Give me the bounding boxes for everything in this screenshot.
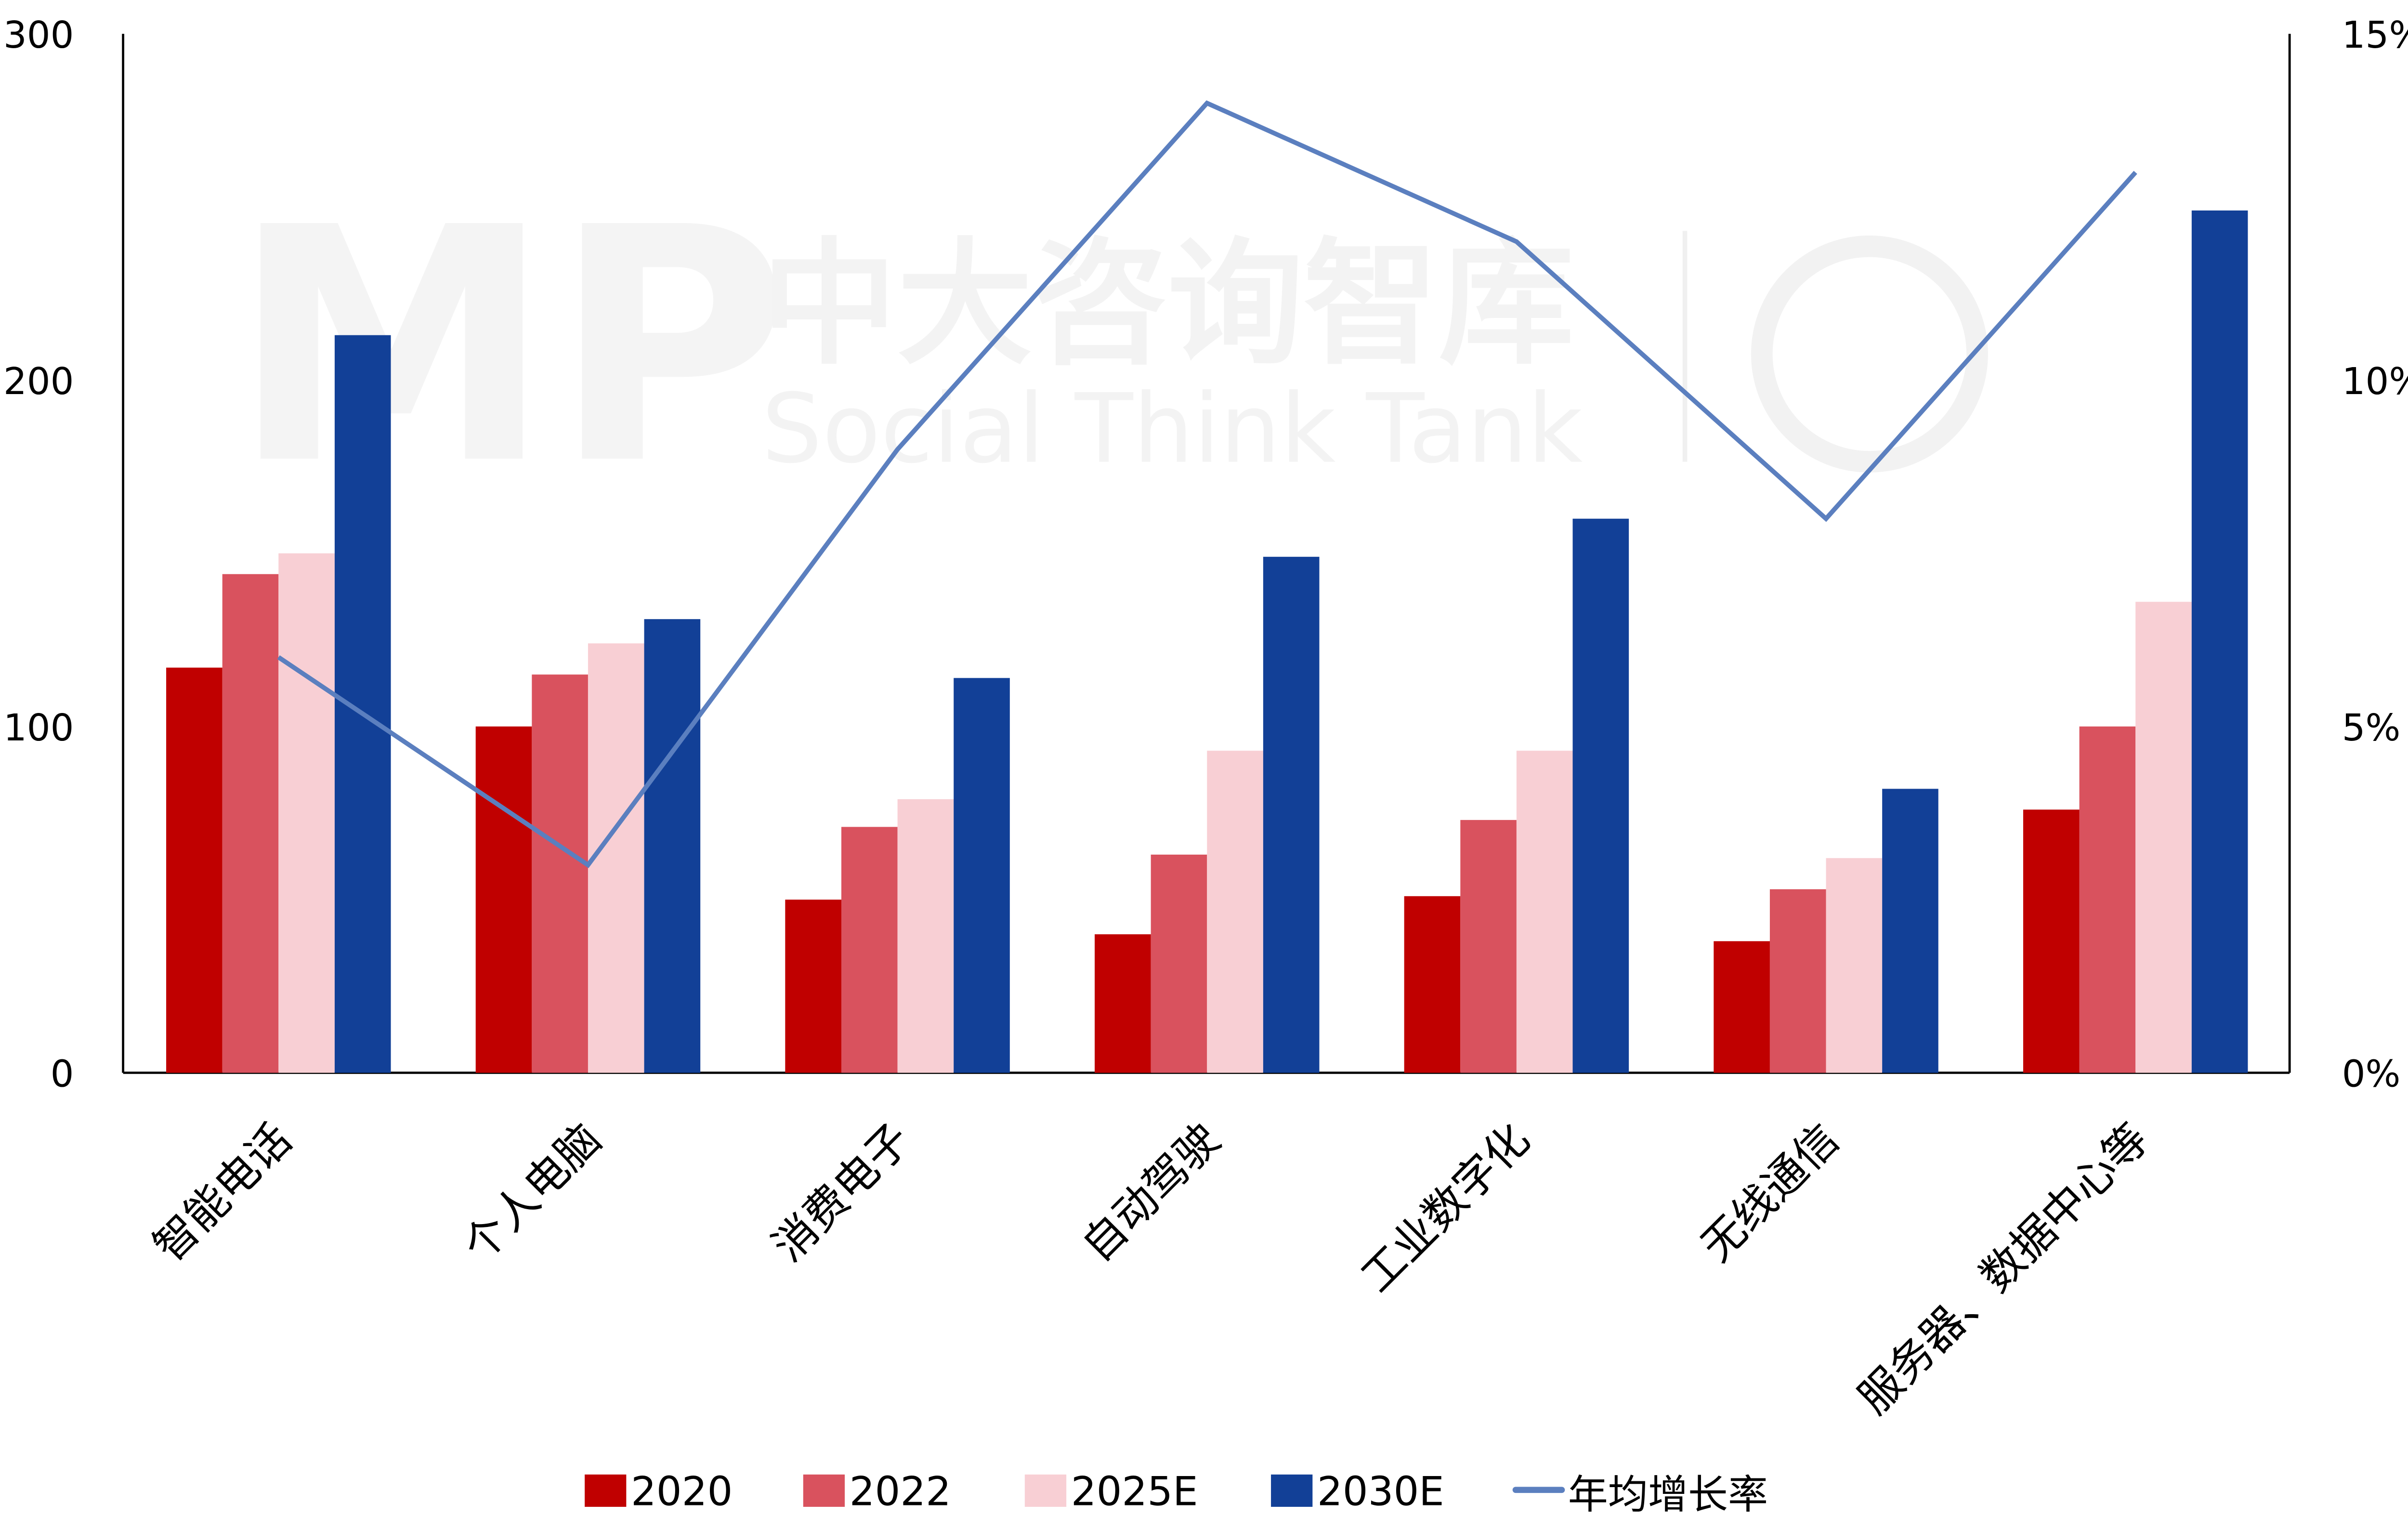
- bar-2020[interactable]: [1404, 896, 1461, 1073]
- left-axis-tick-label: 100: [3, 707, 74, 750]
- legend-swatch: [1024, 1474, 1067, 1507]
- left-axis-tick-label: 0: [51, 1053, 74, 1096]
- bar-2022[interactable]: [532, 674, 588, 1073]
- bar-2025e[interactable]: [2135, 602, 2192, 1073]
- right-axis-tick-label: 15%: [2342, 14, 2408, 57]
- watermark-cn: 中大咨询智库: [762, 225, 1574, 383]
- legend-label: 2020: [631, 1468, 733, 1515]
- right-axis-tick-label: 10%: [2342, 360, 2408, 403]
- category-label: 无线通信: [1691, 1114, 1849, 1272]
- watermark-badge-icon: [1751, 235, 1988, 473]
- bar-2030e[interactable]: [1882, 789, 1938, 1073]
- legend-swatch: [1271, 1474, 1313, 1507]
- bar-2030e[interactable]: [2191, 210, 2248, 1073]
- bar-2022[interactable]: [222, 574, 279, 1073]
- bar-2025e[interactable]: [588, 643, 644, 1073]
- bar-2025e[interactable]: [278, 553, 335, 1073]
- bar-group: [166, 335, 391, 1073]
- right-axis-tick-label: 0%: [2342, 1053, 2401, 1096]
- bar-2030e[interactable]: [644, 619, 701, 1073]
- bar-2025e[interactable]: [1826, 858, 1883, 1073]
- legend-label: 2022: [850, 1468, 951, 1515]
- bar-2022[interactable]: [2079, 726, 2136, 1073]
- legend-item[interactable]: 2030E: [1271, 1468, 1444, 1515]
- legend-label: 2030E: [1317, 1468, 1444, 1515]
- left-axis-tick-label: 300: [3, 14, 74, 57]
- bar-2022[interactable]: [1460, 820, 1517, 1073]
- category-label: 智能电话: [144, 1114, 301, 1272]
- legend-label: 2025E: [1071, 1468, 1198, 1515]
- bar-2022[interactable]: [1769, 889, 1826, 1073]
- bar-2020[interactable]: [785, 899, 841, 1073]
- bar-2020[interactable]: [475, 726, 532, 1073]
- bar-group: [1404, 518, 1629, 1073]
- bar-2020[interactable]: [1714, 941, 1770, 1073]
- bar-2020[interactable]: [2023, 809, 2080, 1073]
- watermark-en: Social Think Tank: [762, 373, 1583, 485]
- bar-group: [785, 678, 1010, 1073]
- watermark: MP 中大咨询智库 Social Think Tank: [231, 159, 1988, 535]
- bar-group: [475, 619, 701, 1073]
- bar-2030e[interactable]: [954, 678, 1010, 1073]
- legend-item[interactable]: 2022: [803, 1468, 951, 1515]
- bar-2025e[interactable]: [897, 799, 954, 1073]
- watermark-logo: MP: [231, 159, 789, 535]
- legend-item[interactable]: 2025E: [1024, 1468, 1198, 1515]
- legend: 2020 2022 2025E 2030E 年均增长率: [585, 1468, 1768, 1518]
- legend-item[interactable]: 2020: [585, 1468, 733, 1515]
- bar-2022[interactable]: [841, 827, 898, 1073]
- bar-2025e[interactable]: [1516, 751, 1573, 1073]
- legend-swatch: [803, 1474, 845, 1507]
- category-label: 消费电子: [763, 1114, 921, 1272]
- category-label: 工业数字化: [1352, 1114, 1540, 1302]
- bar-2020[interactable]: [166, 667, 222, 1073]
- category-label: 自动驾驶: [1073, 1114, 1230, 1272]
- legend-item[interactable]: 年均增长率: [1512, 1471, 1768, 1518]
- bar-2030e[interactable]: [1572, 518, 1629, 1073]
- bar-2020[interactable]: [1095, 934, 1151, 1073]
- bar-group: [1714, 789, 1938, 1073]
- category-label: 服务器、数据中心等: [1849, 1114, 2159, 1424]
- right-axis-tick-label: 5%: [2342, 707, 2401, 750]
- bar-group: [2023, 210, 2248, 1073]
- bar-2025e[interactable]: [1207, 751, 1263, 1073]
- bar-2030e[interactable]: [334, 335, 391, 1073]
- growth-rate-line[interactable]: [277, 100, 2137, 869]
- left-axis-tick-label: 200: [3, 360, 74, 403]
- legend-swatch: [585, 1474, 627, 1507]
- bar-2022[interactable]: [1151, 855, 1207, 1073]
- bar-group: [1095, 556, 1320, 1073]
- legend-label: 年均增长率: [1568, 1471, 1768, 1518]
- bar-2030e[interactable]: [1263, 556, 1320, 1073]
- category-label: 个人电脑: [454, 1114, 611, 1272]
